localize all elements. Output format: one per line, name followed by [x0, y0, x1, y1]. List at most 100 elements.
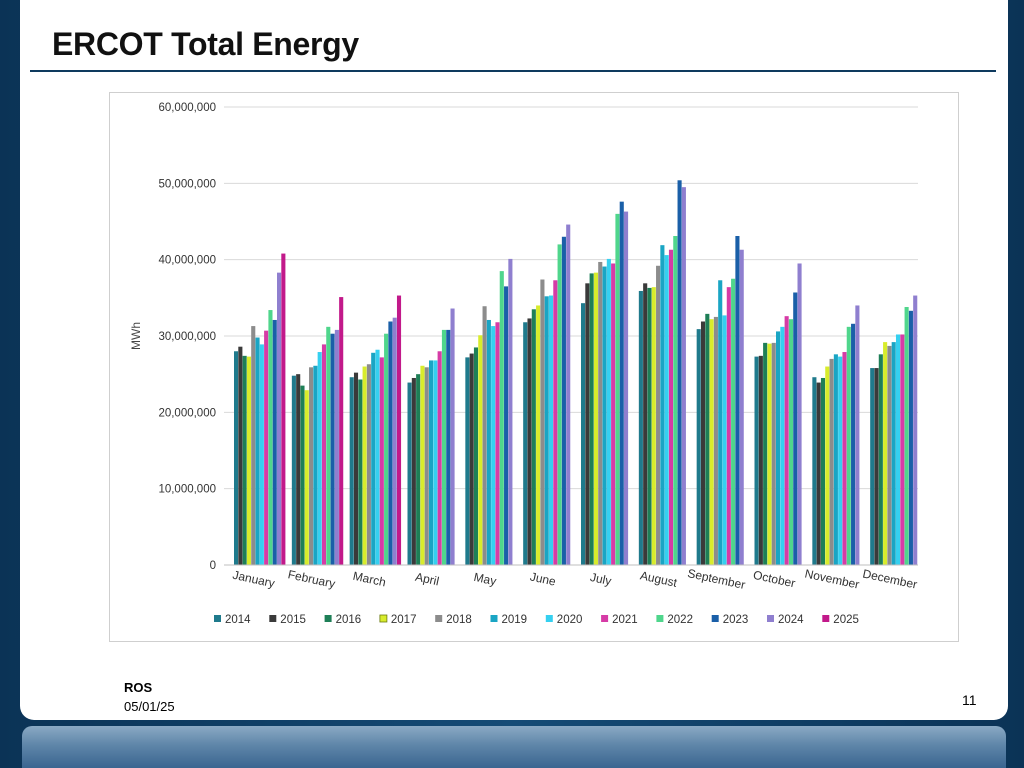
bar — [486, 319, 491, 565]
bar — [321, 344, 327, 565]
bar — [619, 201, 624, 566]
bar — [495, 322, 500, 565]
bar — [300, 385, 305, 565]
legend-label: 2025 — [833, 614, 859, 626]
bar — [264, 330, 269, 565]
bar — [793, 292, 798, 565]
bar — [904, 306, 909, 565]
bar — [820, 377, 826, 565]
bar — [833, 354, 838, 565]
x-tick-label: March — [352, 569, 388, 590]
bar — [482, 306, 487, 565]
bar — [647, 287, 652, 565]
bar — [816, 382, 821, 565]
bar — [527, 318, 532, 565]
bar — [437, 351, 442, 565]
bar — [731, 278, 736, 565]
bar — [883, 342, 888, 565]
energy-bar-chart: 0 10,000,000 20,000,000 30,000,000 40,000,00… — [129, 102, 918, 626]
bar — [544, 296, 549, 565]
bar — [593, 272, 598, 565]
bar — [700, 321, 706, 565]
bar — [553, 280, 558, 565]
legend-label: 2017 — [391, 614, 417, 626]
y-tick-label: 60,000,000 — [158, 102, 216, 114]
bar — [758, 355, 763, 565]
bar — [420, 365, 425, 565]
bar — [246, 356, 251, 565]
y-tick-label: 40,000,000 — [158, 255, 216, 267]
bar — [388, 321, 393, 565]
legend-label: 2023 — [723, 614, 749, 626]
bar — [664, 255, 669, 565]
bar — [825, 366, 830, 565]
x-tick-label: May — [473, 570, 498, 588]
bar — [508, 258, 513, 565]
x-tick-label: February — [287, 567, 337, 591]
bar — [788, 319, 793, 565]
bar — [366, 364, 371, 565]
bar — [606, 258, 611, 565]
x-tick-label: December — [861, 566, 918, 591]
legend-swatch — [601, 615, 609, 622]
bar — [713, 316, 718, 565]
bar — [557, 244, 562, 565]
legend-swatch — [822, 615, 830, 622]
bar — [465, 357, 470, 565]
bar — [238, 346, 243, 565]
bar — [812, 377, 817, 565]
bar — [353, 372, 359, 565]
legend-swatch — [711, 615, 719, 622]
bar — [304, 390, 309, 565]
legend-swatch — [379, 614, 388, 623]
bar — [416, 374, 421, 565]
bar — [874, 368, 879, 565]
bar — [776, 331, 781, 565]
bar — [469, 353, 474, 565]
bar — [473, 347, 479, 565]
bar — [296, 374, 301, 565]
bar — [326, 326, 331, 565]
bar — [598, 261, 603, 565]
page-number: 11 — [962, 692, 977, 708]
x-tick-label: November — [804, 566, 861, 591]
bar — [536, 305, 541, 565]
bar — [726, 287, 731, 565]
legend-label: 2018 — [446, 614, 472, 626]
bar — [491, 326, 496, 565]
y-tick-label: 20,000,000 — [158, 407, 216, 419]
bar — [371, 352, 376, 565]
legend-swatch — [269, 615, 277, 622]
legend-label: 2019 — [502, 614, 528, 626]
bar — [895, 334, 901, 565]
bar — [277, 272, 282, 565]
legend-swatch — [545, 615, 553, 622]
bar — [548, 295, 554, 565]
bar — [705, 313, 710, 565]
bar — [846, 326, 851, 565]
bar — [855, 305, 860, 565]
bar — [446, 329, 451, 565]
bar — [870, 368, 875, 565]
bar — [891, 342, 896, 565]
bar — [313, 365, 318, 565]
bar — [722, 315, 727, 565]
bar — [349, 377, 354, 565]
bar — [424, 367, 429, 565]
bar — [838, 356, 843, 565]
bar — [309, 367, 314, 565]
bar — [709, 319, 714, 565]
bar — [829, 358, 834, 565]
bar — [887, 345, 892, 565]
legend-swatch — [435, 615, 443, 622]
legend-swatch — [324, 615, 332, 622]
bar — [763, 342, 768, 565]
title-divider — [30, 70, 996, 72]
bar — [585, 283, 590, 565]
bar — [504, 286, 509, 565]
bar — [735, 236, 740, 565]
bar — [681, 187, 686, 565]
x-tick-label: October — [752, 568, 797, 591]
bar — [242, 355, 247, 565]
bar — [255, 337, 260, 565]
